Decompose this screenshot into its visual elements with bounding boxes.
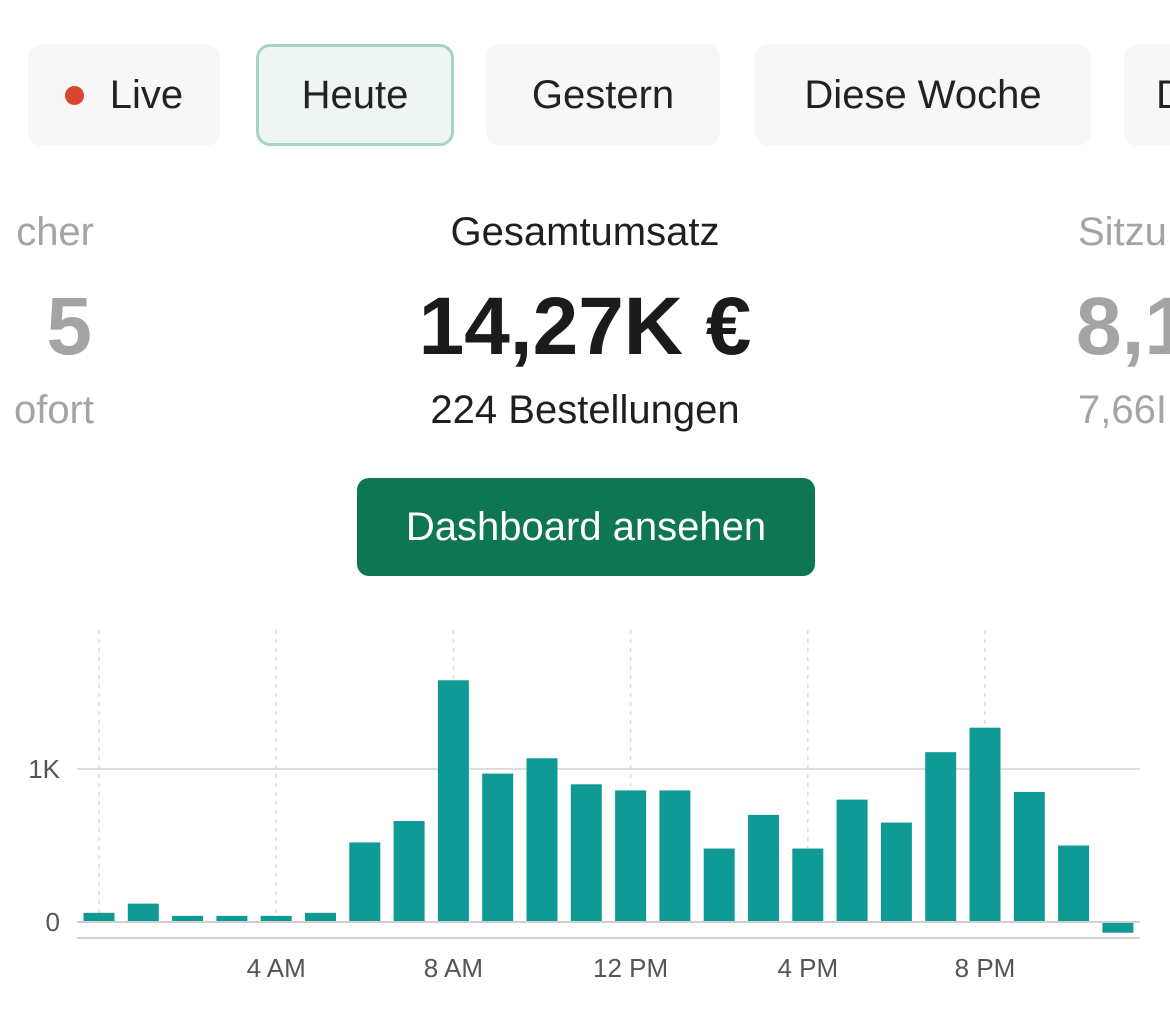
tab-live-label: Live xyxy=(109,72,184,117)
chart-bar xyxy=(792,848,824,922)
metric-right-value: 8,1 xyxy=(1076,281,1170,372)
x-tick-label: 8 PM xyxy=(955,953,1016,983)
x-tick-label: 12 PM xyxy=(593,953,668,983)
y-tick-label: 0 xyxy=(46,907,60,937)
chart-bar xyxy=(437,680,469,922)
chart-bar xyxy=(216,915,248,922)
chart-bar xyxy=(703,848,735,922)
tab-heute-label: Heute xyxy=(301,72,409,117)
tab-live[interactable]: Live xyxy=(28,44,220,146)
view-dashboard-button-label: Dashboard ansehen xyxy=(405,504,767,549)
live-dot-icon xyxy=(64,85,84,105)
x-tick-label: 4 PM xyxy=(777,953,838,983)
chart-bar xyxy=(127,903,159,922)
tab-gestern-label: Gestern xyxy=(531,72,675,117)
chart-bar xyxy=(1102,922,1134,933)
chart-bar xyxy=(260,915,292,922)
chart-bar xyxy=(570,784,602,922)
chart-bar xyxy=(925,752,957,922)
chart-bar xyxy=(969,727,1001,922)
chart-bar xyxy=(305,912,336,922)
metric-right-sub: 7,66I xyxy=(1078,388,1167,432)
metric-total-revenue-value: 14,27K € xyxy=(418,281,752,372)
tab-gestern[interactable]: Gestern xyxy=(486,44,720,146)
metric-left-label: cher xyxy=(16,210,94,254)
x-tick-label: 8 AM xyxy=(424,953,483,983)
chart-bar xyxy=(659,790,691,922)
chart-bar xyxy=(349,842,381,922)
chart-bar xyxy=(482,773,514,922)
chart-bar xyxy=(615,790,647,922)
chart-bar xyxy=(1013,791,1045,922)
x-tick-label: 4 AM xyxy=(247,953,306,983)
chart-bar xyxy=(393,821,425,922)
view-dashboard-button[interactable]: Dashboard ansehen xyxy=(357,478,815,576)
metric-left-sub: ofort xyxy=(13,388,94,432)
metric-right-label: Sitzu xyxy=(1078,210,1167,254)
chart-bar xyxy=(748,814,779,922)
chart-bar xyxy=(172,915,204,922)
chart-bar xyxy=(1058,845,1090,922)
chart-bar xyxy=(836,799,868,922)
metric-left-value: 5 xyxy=(46,281,92,372)
chart-bar xyxy=(83,912,115,922)
chart-bar xyxy=(880,822,912,922)
metric-total-revenue-label: Gesamtumsatz xyxy=(450,210,720,254)
tab-heute[interactable]: Heute xyxy=(256,44,454,146)
tab-diese-woche[interactable]: Diese Woche xyxy=(755,44,1091,146)
chart-bar xyxy=(526,758,558,922)
hourly-sales-chart: 0 1K 4 AM 8 AM 12 PM 4 PM 8 PM xyxy=(28,630,1140,983)
tab-next-label: D xyxy=(1156,73,1170,118)
date-range-tabs: Live Heute Gestern Diese Woche D xyxy=(0,44,1170,148)
y-tick-label: 1K xyxy=(28,754,60,784)
tab-next[interactable]: D xyxy=(1124,44,1170,146)
metric-total-revenue-sub: 224 Bestellungen xyxy=(430,388,740,432)
tab-diese-woche-label: Diese Woche xyxy=(804,72,1042,117)
